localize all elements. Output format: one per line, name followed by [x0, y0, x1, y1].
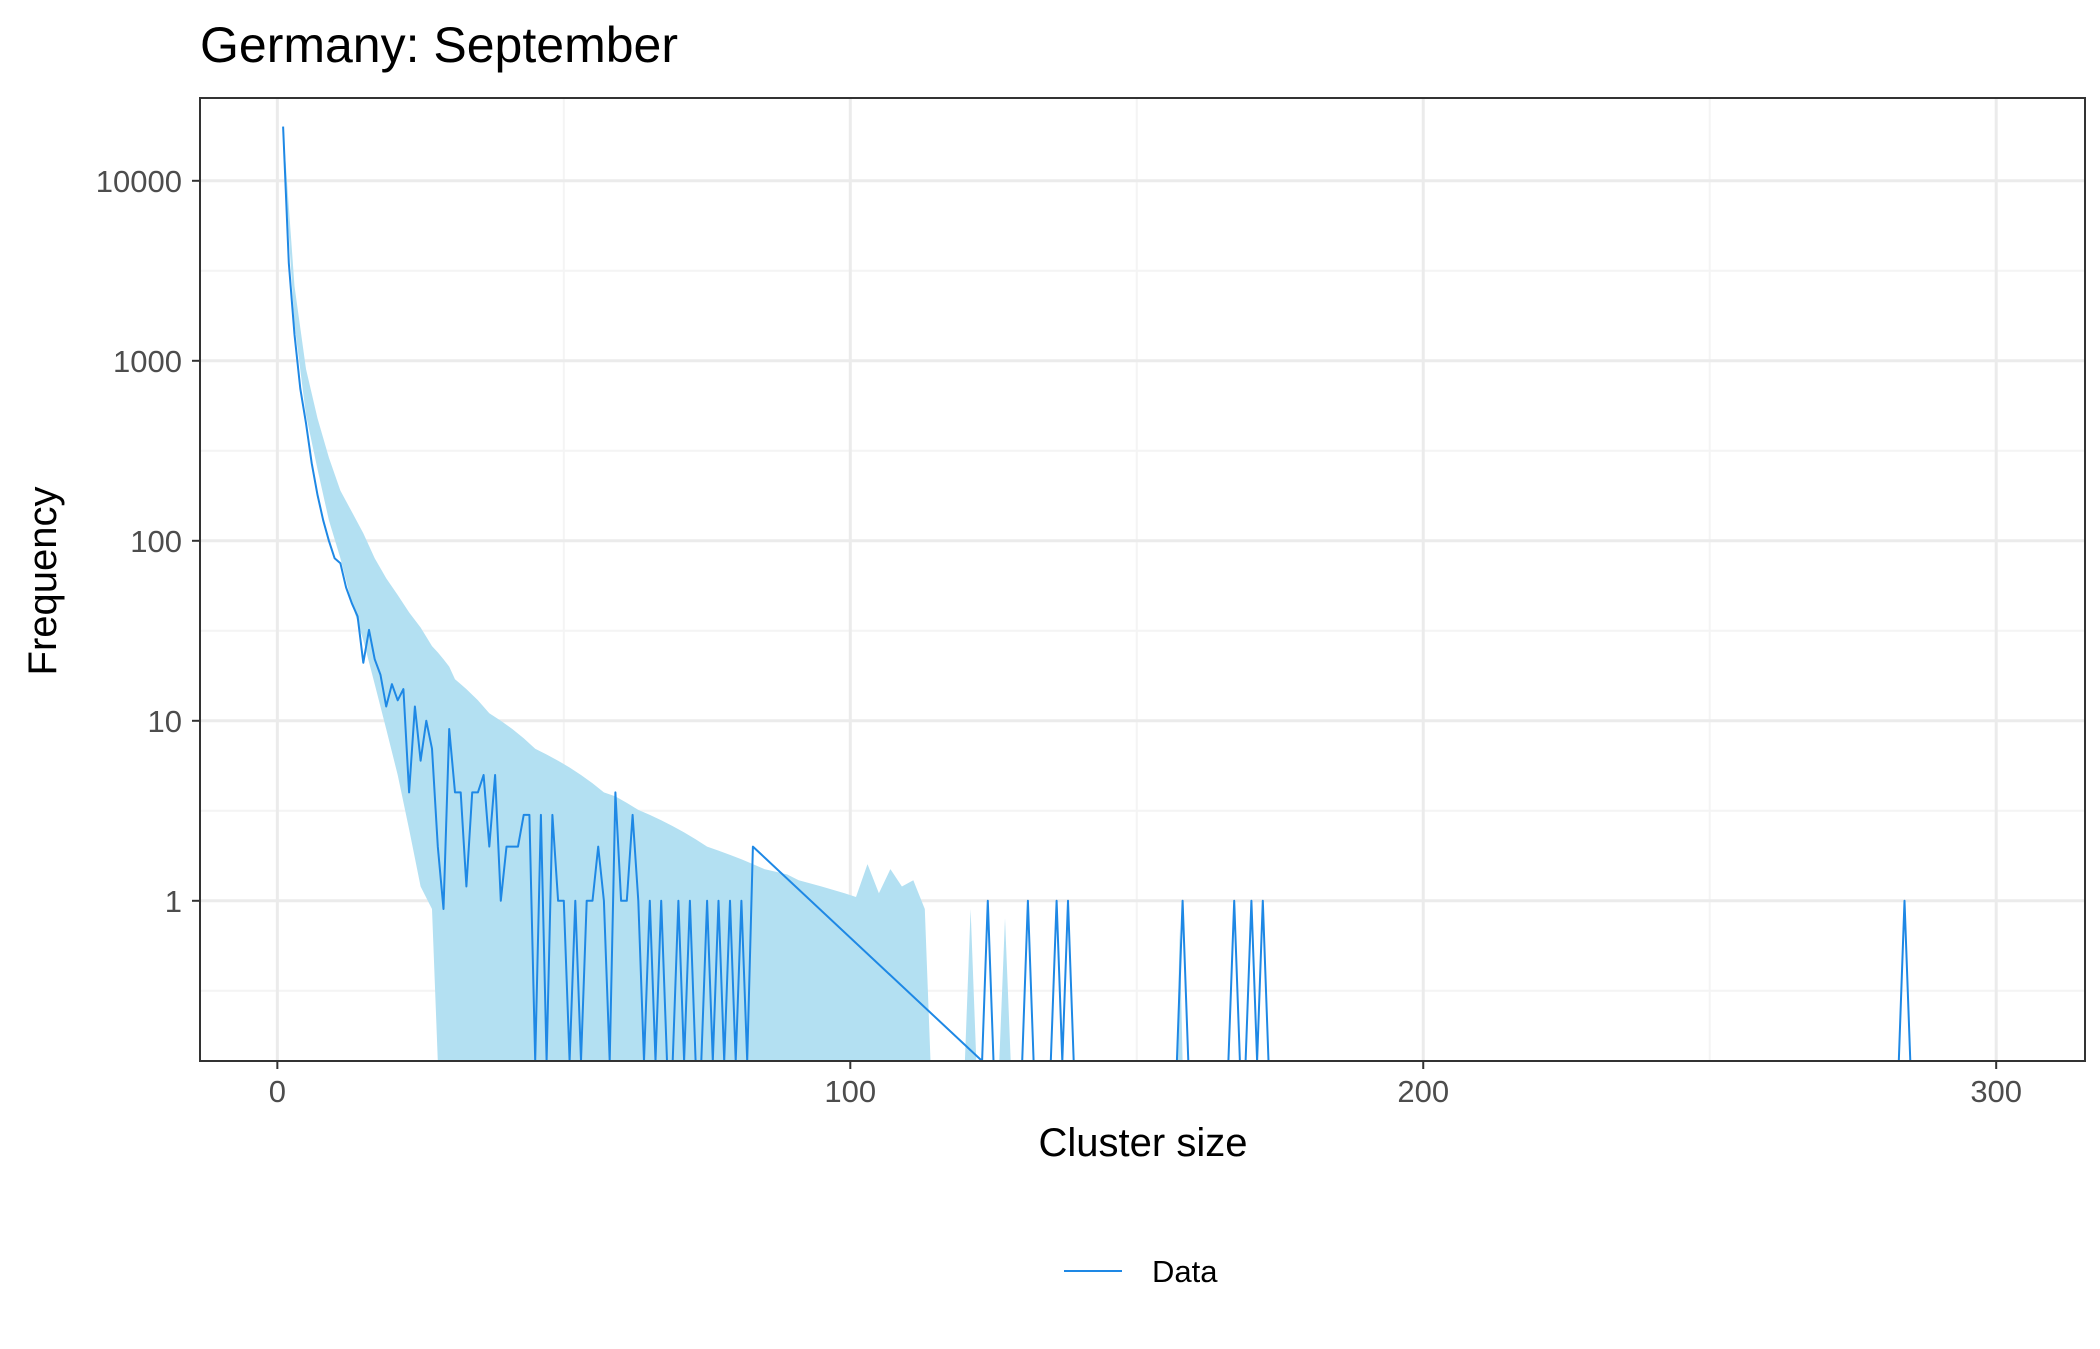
y-tick-label: 1: [165, 884, 182, 919]
band-area-segment: [999, 918, 1011, 1061]
plot-panel: [199, 97, 2086, 1062]
band-area: [283, 126, 931, 1062]
x-tick-label: 100: [824, 1074, 876, 1109]
legend: Data: [1064, 1254, 1218, 1289]
panel-border: [199, 97, 2086, 1062]
grid-major: [200, 98, 2085, 1061]
y-tick-label: 100: [130, 524, 182, 559]
x-tick-label: 200: [1397, 1074, 1449, 1109]
y-tick-label: 1000: [113, 344, 182, 379]
y-axis-ticks: 1 10 100 1000 10000: [96, 164, 200, 919]
x-axis-title: Cluster size: [1039, 1121, 1248, 1165]
x-tick-label: 300: [1970, 1074, 2022, 1109]
y-axis-title: Frequency: [21, 487, 65, 676]
series-line-data: [282, 126, 1912, 1062]
chart-title: Germany: September: [200, 17, 678, 73]
band-area-segment: [964, 909, 977, 1061]
x-tick-label: 0: [269, 1074, 286, 1109]
y-tick-label: 10: [148, 704, 182, 739]
x-axis-ticks: 0 100 200 300: [269, 1061, 2022, 1109]
y-tick-label: 10000: [96, 164, 182, 199]
data-series: [282, 126, 1912, 1062]
legend-label: Data: [1152, 1254, 1218, 1289]
confidence-band: [283, 126, 1183, 1062]
